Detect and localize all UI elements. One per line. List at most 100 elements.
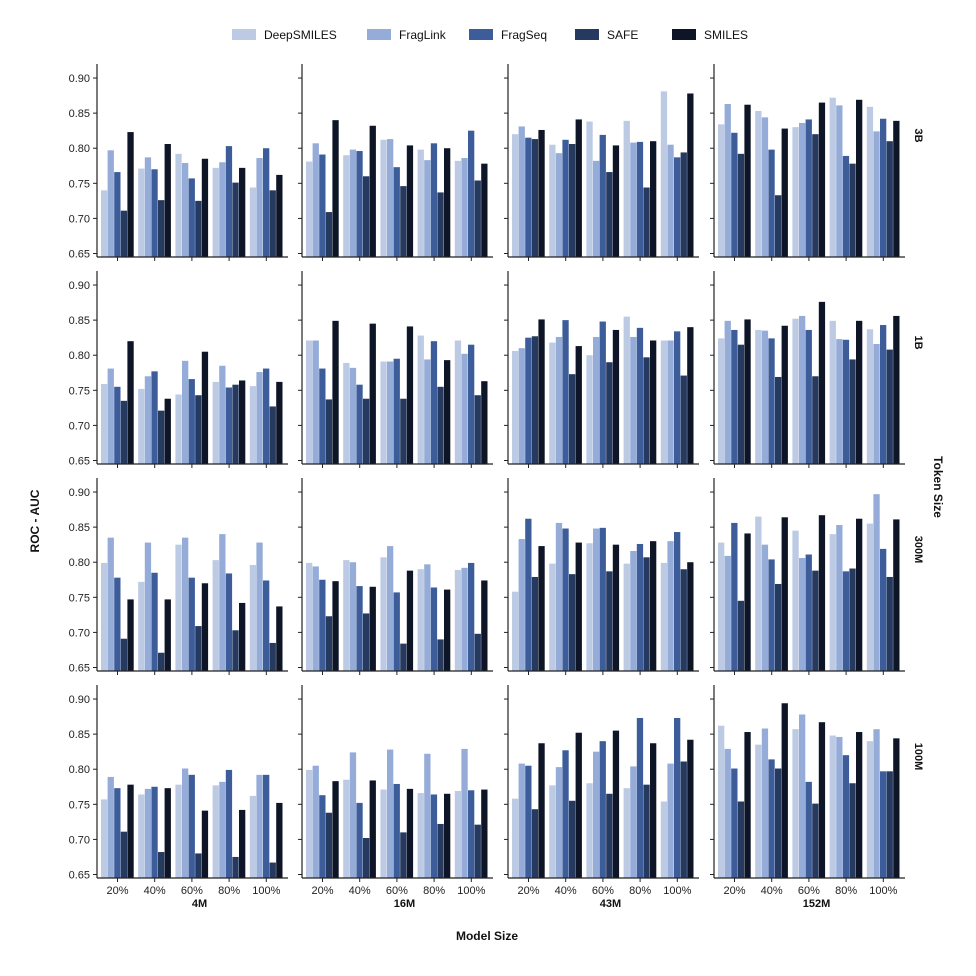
- bar: [538, 129, 545, 257]
- bar: [332, 120, 339, 258]
- x-tick-label: 60%: [386, 885, 408, 897]
- bar: [755, 516, 762, 671]
- legend-label: SAFE: [607, 28, 638, 42]
- bar: [893, 120, 900, 257]
- legend-swatch: [367, 29, 391, 40]
- bar: [744, 533, 751, 671]
- bar: [538, 319, 545, 464]
- bar: [164, 599, 171, 671]
- bar: [775, 768, 782, 878]
- bar: [842, 755, 850, 878]
- bar: [101, 190, 108, 257]
- bar: [212, 381, 219, 464]
- x-axis-title: Model Size: [456, 929, 518, 943]
- bar: [182, 162, 189, 257]
- bar: [349, 562, 357, 671]
- bar: [525, 137, 532, 257]
- bar: [424, 564, 431, 671]
- bar: [775, 195, 782, 257]
- bar: [151, 572, 158, 671]
- bar: [512, 351, 519, 464]
- bar: [276, 381, 283, 464]
- bar: [369, 780, 376, 878]
- bar: [731, 768, 738, 878]
- y-axis-title: ROC - AUC: [28, 489, 42, 552]
- bar: [569, 374, 576, 464]
- bar: [781, 325, 788, 464]
- bar: [687, 562, 694, 671]
- bar: [387, 139, 394, 257]
- x-tick-label: 80%: [835, 885, 857, 897]
- bar: [768, 338, 775, 464]
- bar: [444, 148, 451, 257]
- bar: [667, 340, 674, 464]
- bar: [630, 336, 637, 464]
- bar: [562, 320, 569, 464]
- bar: [437, 192, 444, 257]
- x-tick-label: 60%: [592, 885, 614, 897]
- bar: [755, 111, 762, 258]
- column-facet-label: 43M: [600, 898, 621, 910]
- bar: [623, 563, 630, 671]
- bar: [424, 359, 431, 464]
- bar: [225, 769, 233, 878]
- bar: [101, 562, 108, 671]
- bar: [114, 788, 121, 878]
- bar: [306, 161, 313, 257]
- bar: [430, 143, 438, 257]
- bar: [612, 145, 620, 257]
- bar: [880, 548, 887, 671]
- bar: [474, 633, 481, 671]
- legend-label: DeepSMILES: [264, 28, 337, 42]
- bar: [195, 626, 202, 671]
- bar: [461, 748, 468, 878]
- bar: [755, 329, 762, 464]
- y-tick-label: 0.85: [69, 315, 90, 327]
- bar: [424, 753, 431, 878]
- bar: [829, 534, 836, 671]
- bar: [849, 783, 856, 878]
- x-tick-label: 40%: [761, 885, 783, 897]
- bar: [120, 638, 128, 671]
- bar: [400, 832, 407, 878]
- bar: [306, 340, 313, 464]
- bar: [225, 387, 233, 464]
- bar: [263, 774, 270, 878]
- bar: [866, 106, 874, 257]
- panel-300M-43M: [504, 478, 699, 675]
- bar: [312, 765, 319, 878]
- bar: [829, 735, 836, 878]
- legend-swatch: [232, 29, 256, 40]
- bar: [562, 528, 569, 671]
- bar: [144, 376, 152, 464]
- bar: [249, 565, 257, 671]
- panel-1B-4M: [93, 271, 288, 468]
- bar: [674, 331, 681, 464]
- bar: [643, 357, 650, 464]
- bar: [829, 320, 836, 464]
- bar: [660, 340, 668, 464]
- y-tick-label: 0.90: [69, 487, 90, 499]
- bar: [101, 799, 108, 878]
- bar: [474, 180, 481, 257]
- bar: [325, 399, 333, 464]
- bar: [380, 557, 387, 671]
- bar: [636, 543, 644, 671]
- bar: [393, 358, 400, 464]
- bar: [856, 732, 863, 878]
- bar: [593, 160, 600, 257]
- bar: [737, 801, 745, 878]
- panel-1B-16M: [298, 271, 493, 468]
- bar: [474, 824, 481, 878]
- bar: [718, 124, 725, 257]
- bar: [306, 562, 313, 671]
- bar: [866, 741, 874, 878]
- bar: [781, 517, 788, 671]
- legend-item: FragLink: [367, 28, 447, 42]
- bar: [549, 342, 556, 464]
- bar: [531, 336, 539, 464]
- bar: [164, 398, 171, 464]
- bar: [792, 127, 799, 257]
- bar: [549, 785, 556, 878]
